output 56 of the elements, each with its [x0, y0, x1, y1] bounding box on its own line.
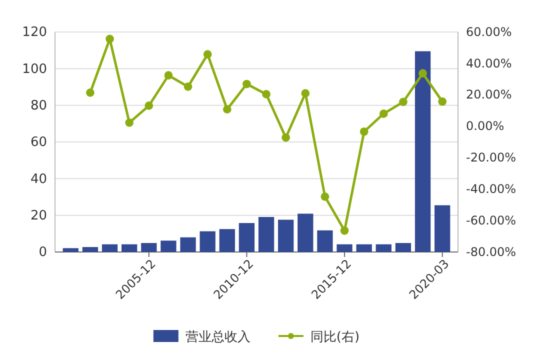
point	[144, 102, 154, 110]
y2-tick-label: -40.00%	[466, 182, 516, 196]
y-tick-label: 60	[30, 135, 47, 150]
bar	[82, 247, 98, 252]
y2-tick-label: -80.00%	[466, 244, 516, 259]
point	[203, 50, 212, 58]
point	[360, 127, 368, 136]
bar	[219, 229, 235, 252]
bar	[298, 214, 314, 252]
bar	[376, 244, 392, 252]
bar	[200, 231, 216, 252]
y-tick-label: 80	[30, 98, 47, 114]
bar	[317, 230, 333, 252]
y-tick-label: 100	[22, 62, 47, 77]
point	[399, 98, 408, 106]
point	[222, 105, 232, 114]
point	[301, 89, 310, 98]
y2-tick-label: 0.00%	[466, 119, 504, 134]
legend-label: 营业总收入	[185, 330, 250, 345]
point	[242, 80, 251, 88]
bar	[180, 237, 196, 252]
y2-tick-label: -60.00%	[466, 213, 516, 228]
bar	[102, 244, 118, 252]
bar	[160, 240, 176, 252]
point	[438, 97, 447, 106]
point	[320, 192, 330, 201]
point	[418, 69, 427, 78]
y-tick-label: 120	[22, 25, 47, 40]
bar	[122, 244, 138, 252]
bar	[356, 244, 372, 252]
point	[125, 118, 134, 127]
point	[262, 90, 270, 98]
bar	[238, 223, 255, 252]
y2-tick-label: 20.00%	[466, 88, 512, 102]
point	[86, 88, 94, 97]
bar	[414, 51, 431, 252]
y-tick-label: 0	[38, 245, 47, 260]
y2-tick-label: -20.00%	[466, 150, 516, 165]
point	[164, 71, 173, 80]
bar	[258, 216, 274, 252]
point	[379, 110, 388, 118]
point	[340, 226, 349, 235]
y-tick-label: 40	[30, 172, 47, 187]
point	[184, 82, 192, 91]
legend-label: 同比(右)	[310, 330, 360, 345]
y-tick-label: 20	[30, 208, 47, 224]
bar	[141, 243, 157, 252]
point	[106, 34, 114, 44]
bar	[434, 205, 450, 252]
y2-tick-label: 60.00%	[466, 24, 512, 39]
point	[282, 133, 290, 142]
bar	[395, 243, 412, 252]
bar	[336, 244, 352, 252]
y2-tick-label: 40.00%	[466, 56, 512, 70]
bar	[62, 248, 78, 252]
bar	[278, 220, 294, 252]
